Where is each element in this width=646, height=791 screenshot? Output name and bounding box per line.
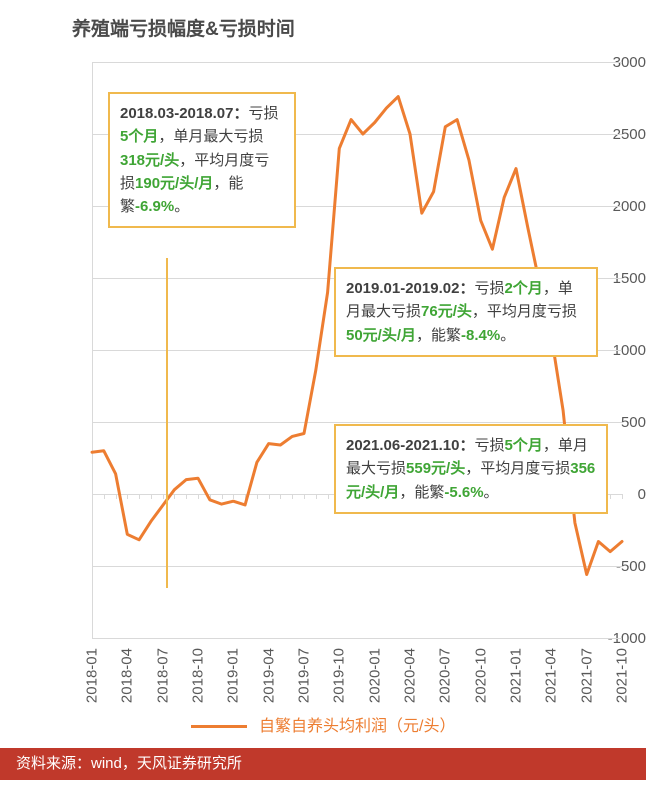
callout-text: 2021.06-2021.10：: [346, 437, 474, 454]
callout-highlight: 5个月: [504, 437, 542, 454]
line-plot: [0, 0, 646, 791]
callout-highlight: -8.4%: [461, 327, 500, 344]
callout-highlight: 190元/头/月: [135, 175, 213, 192]
callout-text: 。: [500, 327, 515, 344]
callout-text: 2019.01-2019.02：: [346, 280, 474, 297]
callout-text: 。: [174, 198, 189, 215]
callout-box: 2021.06-2021.10：亏损5个月，单月最大亏损559元/头，平均月度亏…: [334, 424, 608, 514]
callout-text: 亏损: [474, 280, 504, 297]
callout-highlight: 50元/头/月: [346, 327, 416, 344]
callout-highlight: 318元/头: [120, 152, 179, 169]
callout-highlight: -5.6%: [444, 484, 483, 501]
callout-text: 。: [484, 484, 499, 501]
callout-leader: [166, 258, 168, 588]
callout-highlight: -6.9%: [135, 198, 174, 215]
callout-highlight: 5个月: [120, 128, 158, 145]
callout-box: 2018.03-2018.07：亏损5个月，单月最大亏损318元/头，平均月度亏…: [108, 92, 296, 228]
chart-area: -1000-500050010001500200025003000 2018-0…: [0, 0, 646, 791]
callout-box: 2019.01-2019.02：亏损2个月，单月最大亏损76元/头，平均月度亏损…: [334, 267, 598, 357]
callout-text: ，能繁: [416, 327, 461, 344]
callout-text: ，平均月度亏损: [472, 303, 577, 320]
callout-highlight: 76元/头: [421, 303, 472, 320]
callout-text: ，单月最大亏损: [158, 128, 263, 145]
callout-text: ，能繁: [399, 484, 444, 501]
callout-text: 亏损: [474, 437, 504, 454]
callout-highlight: 559元/头: [406, 460, 465, 477]
callout-text: 2018.03-2018.07：: [120, 105, 248, 122]
callout-text: 亏损: [248, 105, 278, 122]
callout-text: ，平均月度亏损: [465, 460, 570, 477]
callout-highlight: 2个月: [504, 280, 542, 297]
